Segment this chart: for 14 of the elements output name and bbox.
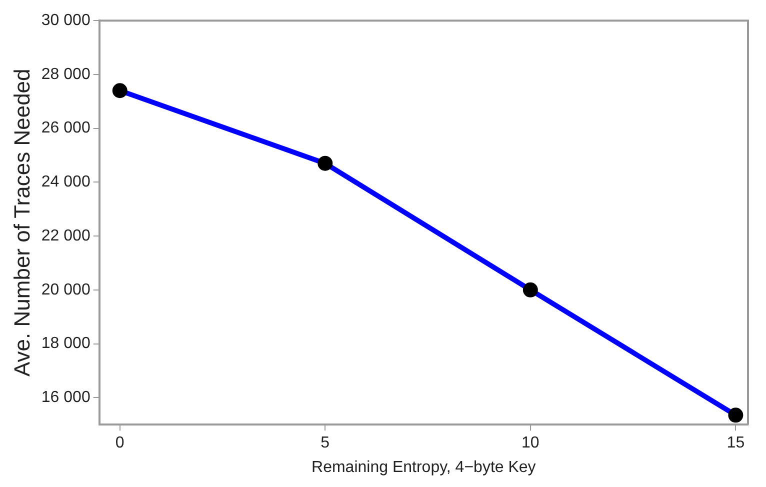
y-tick-label: 18 000 bbox=[41, 335, 90, 352]
y-tick-label: 20 000 bbox=[41, 281, 90, 298]
y-axis-title: Ave. Number of Traces Needed bbox=[9, 68, 34, 376]
x-axis-title: Remaining Entropy, 4−byte Key bbox=[312, 458, 536, 476]
y-tick-label: 24 000 bbox=[41, 174, 90, 191]
y-tick-label: 30 000 bbox=[41, 12, 90, 30]
y-tick-label: 28 000 bbox=[41, 66, 90, 83]
x-tick-label: 10 bbox=[522, 434, 540, 452]
x-tick-label: 5 bbox=[320, 434, 330, 452]
x-tick-label: 0 bbox=[115, 434, 124, 452]
y-tick-label: 22 000 bbox=[41, 227, 90, 244]
y-tick-label: 26 000 bbox=[41, 120, 90, 137]
y-tick-label: 16 000 bbox=[41, 389, 90, 406]
x-tick-label: 15 bbox=[726, 434, 745, 452]
